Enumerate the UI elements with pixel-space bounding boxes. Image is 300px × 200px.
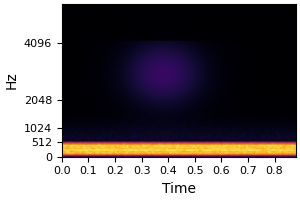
Y-axis label: Hz: Hz — [4, 71, 18, 89]
X-axis label: Time: Time — [162, 182, 196, 196]
